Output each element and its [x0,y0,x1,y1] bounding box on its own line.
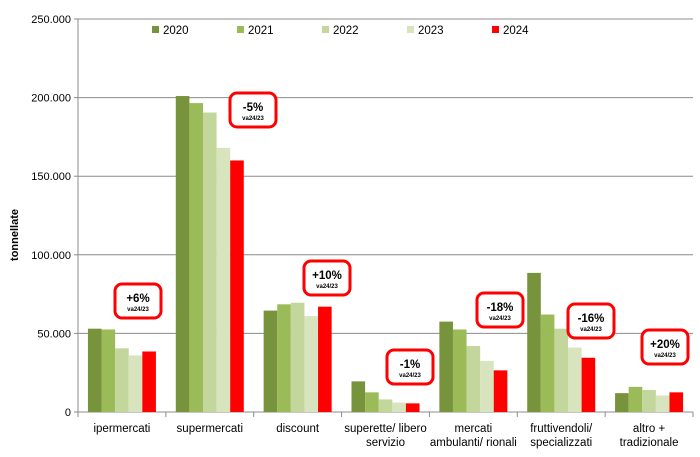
y-tick-label: 0 [65,407,71,419]
x-category-label: fruttivendoli/ [530,423,593,435]
bar-2022 [378,399,393,412]
x-category-label: ipermercati [93,423,150,435]
annotation-percent: -16% [578,313,605,325]
annotation-border [113,282,163,320]
bar-2021 [277,304,291,412]
annotation-subtitle: va24/23 [242,116,264,122]
x-category-label: mercati [455,423,493,435]
annotation-box: -1% va24/23 [385,348,435,386]
bar-2022 [290,302,305,412]
bar-2021 [628,386,643,412]
bar-2024 [405,403,420,412]
y-tick-label: 200.000 [31,93,71,105]
y-axis-label: tonnellate [9,209,21,261]
x-category-labels: ipermercati supermercati discount superette… [93,423,678,449]
annotations: +6% va24/23 -5% va24/23 +10% va24/23 -1% va24/2… [113,91,690,386]
bar-2024 [318,306,332,412]
y-tick-labels: 0 50.000 100.000 150.000 200.000 250.000 [31,14,71,419]
annotation-border [475,291,525,329]
annotation-subtitle: va24/23 [316,284,338,290]
annotation-box: +6% va24/23 [113,282,163,320]
bar-2022 [115,348,129,412]
annotation-box: +20% va24/23 [640,328,690,366]
bar-2023 [304,316,319,412]
annotation-percent: +10% [312,270,342,282]
bar-2021 [365,392,379,412]
bars [87,96,684,413]
annotation-percent: +20% [650,339,680,351]
bar-2024 [493,370,508,412]
legend-label-2023: 2023 [418,25,444,37]
annotation-box: -16% va24/23 [566,302,616,340]
annotation-border [302,259,352,297]
x-category-label: discount [276,423,320,435]
y-tick-label: 50.000 [37,328,71,340]
annotation-subtitle: va24/23 [127,307,149,313]
x-category-label: supermercati [177,423,243,435]
bar-2024 [669,392,684,412]
bar-2024 [142,351,156,412]
legend-swatch-2020 [152,26,159,33]
bar-2022 [202,112,217,412]
annotation-border [640,328,690,366]
bar-2023 [480,360,494,412]
annotation-percent: -1% [400,359,420,371]
bar-2021 [540,314,555,412]
y-tick-label: 250.000 [31,14,71,26]
bar-2024 [581,357,596,412]
x-category-label: altro + [633,423,666,435]
bar-2021 [189,103,203,413]
legend-label-2020: 2020 [163,25,189,37]
bar-2020 [615,393,629,412]
y-tick-label: 100.000 [31,250,71,262]
bar-2020 [351,381,366,412]
bar-2022 [466,345,481,412]
annotation-border [228,91,278,129]
annotation-box: -18% va24/23 [475,291,525,329]
x-category-label: specializzati [530,437,592,449]
axes [74,18,694,417]
bar-2022 [554,328,569,412]
legend-swatch-2022 [322,26,329,33]
legend-swatch-2021 [237,26,244,33]
annotation-percent: -5% [243,102,263,114]
annotation-percent: -18% [487,302,514,314]
bar-2020 [439,321,453,412]
legend-label-2024: 2024 [503,25,529,37]
x-category-label: tradizionale [620,437,679,449]
bar-2022 [642,389,656,412]
annotation-border [566,302,616,340]
bar-2021 [452,329,467,412]
annotation-subtitle: va24/23 [489,316,511,322]
bar-2023 [568,347,582,412]
x-category-label: servizio [366,437,405,449]
bar-2021 [101,329,116,412]
bar-2020 [87,328,102,412]
legend-label-2022: 2022 [333,25,359,37]
bar-2020 [175,96,190,412]
bar-2023 [128,355,143,412]
y-tick-label: 150.000 [31,171,71,183]
bar-2023 [392,402,406,412]
bar-2020 [527,272,541,412]
legend: 2020 2021 2022 2023 2024 [152,25,529,37]
annotation-percent: +6% [126,293,149,305]
annotation-box: +10% va24/23 [302,259,352,297]
annotation-subtitle: va24/23 [399,373,421,379]
bar-2023 [655,395,670,412]
annotation-box: -5% va24/23 [228,91,278,129]
legend-swatch-2024 [492,26,499,33]
bar-2020 [263,310,278,412]
annotation-subtitle: va24/23 [654,353,676,359]
grid-lines [78,18,693,334]
annotation-border [385,348,435,386]
bar-2023 [216,147,231,413]
legend-swatch-2023 [407,26,414,33]
legend-label-2021: 2021 [248,25,274,37]
x-category-label: superette/ libero [344,423,426,435]
bar-2024 [230,160,244,412]
annotation-subtitle: va24/23 [580,327,602,333]
x-category-label: ambulanti/ rionali [430,437,517,449]
